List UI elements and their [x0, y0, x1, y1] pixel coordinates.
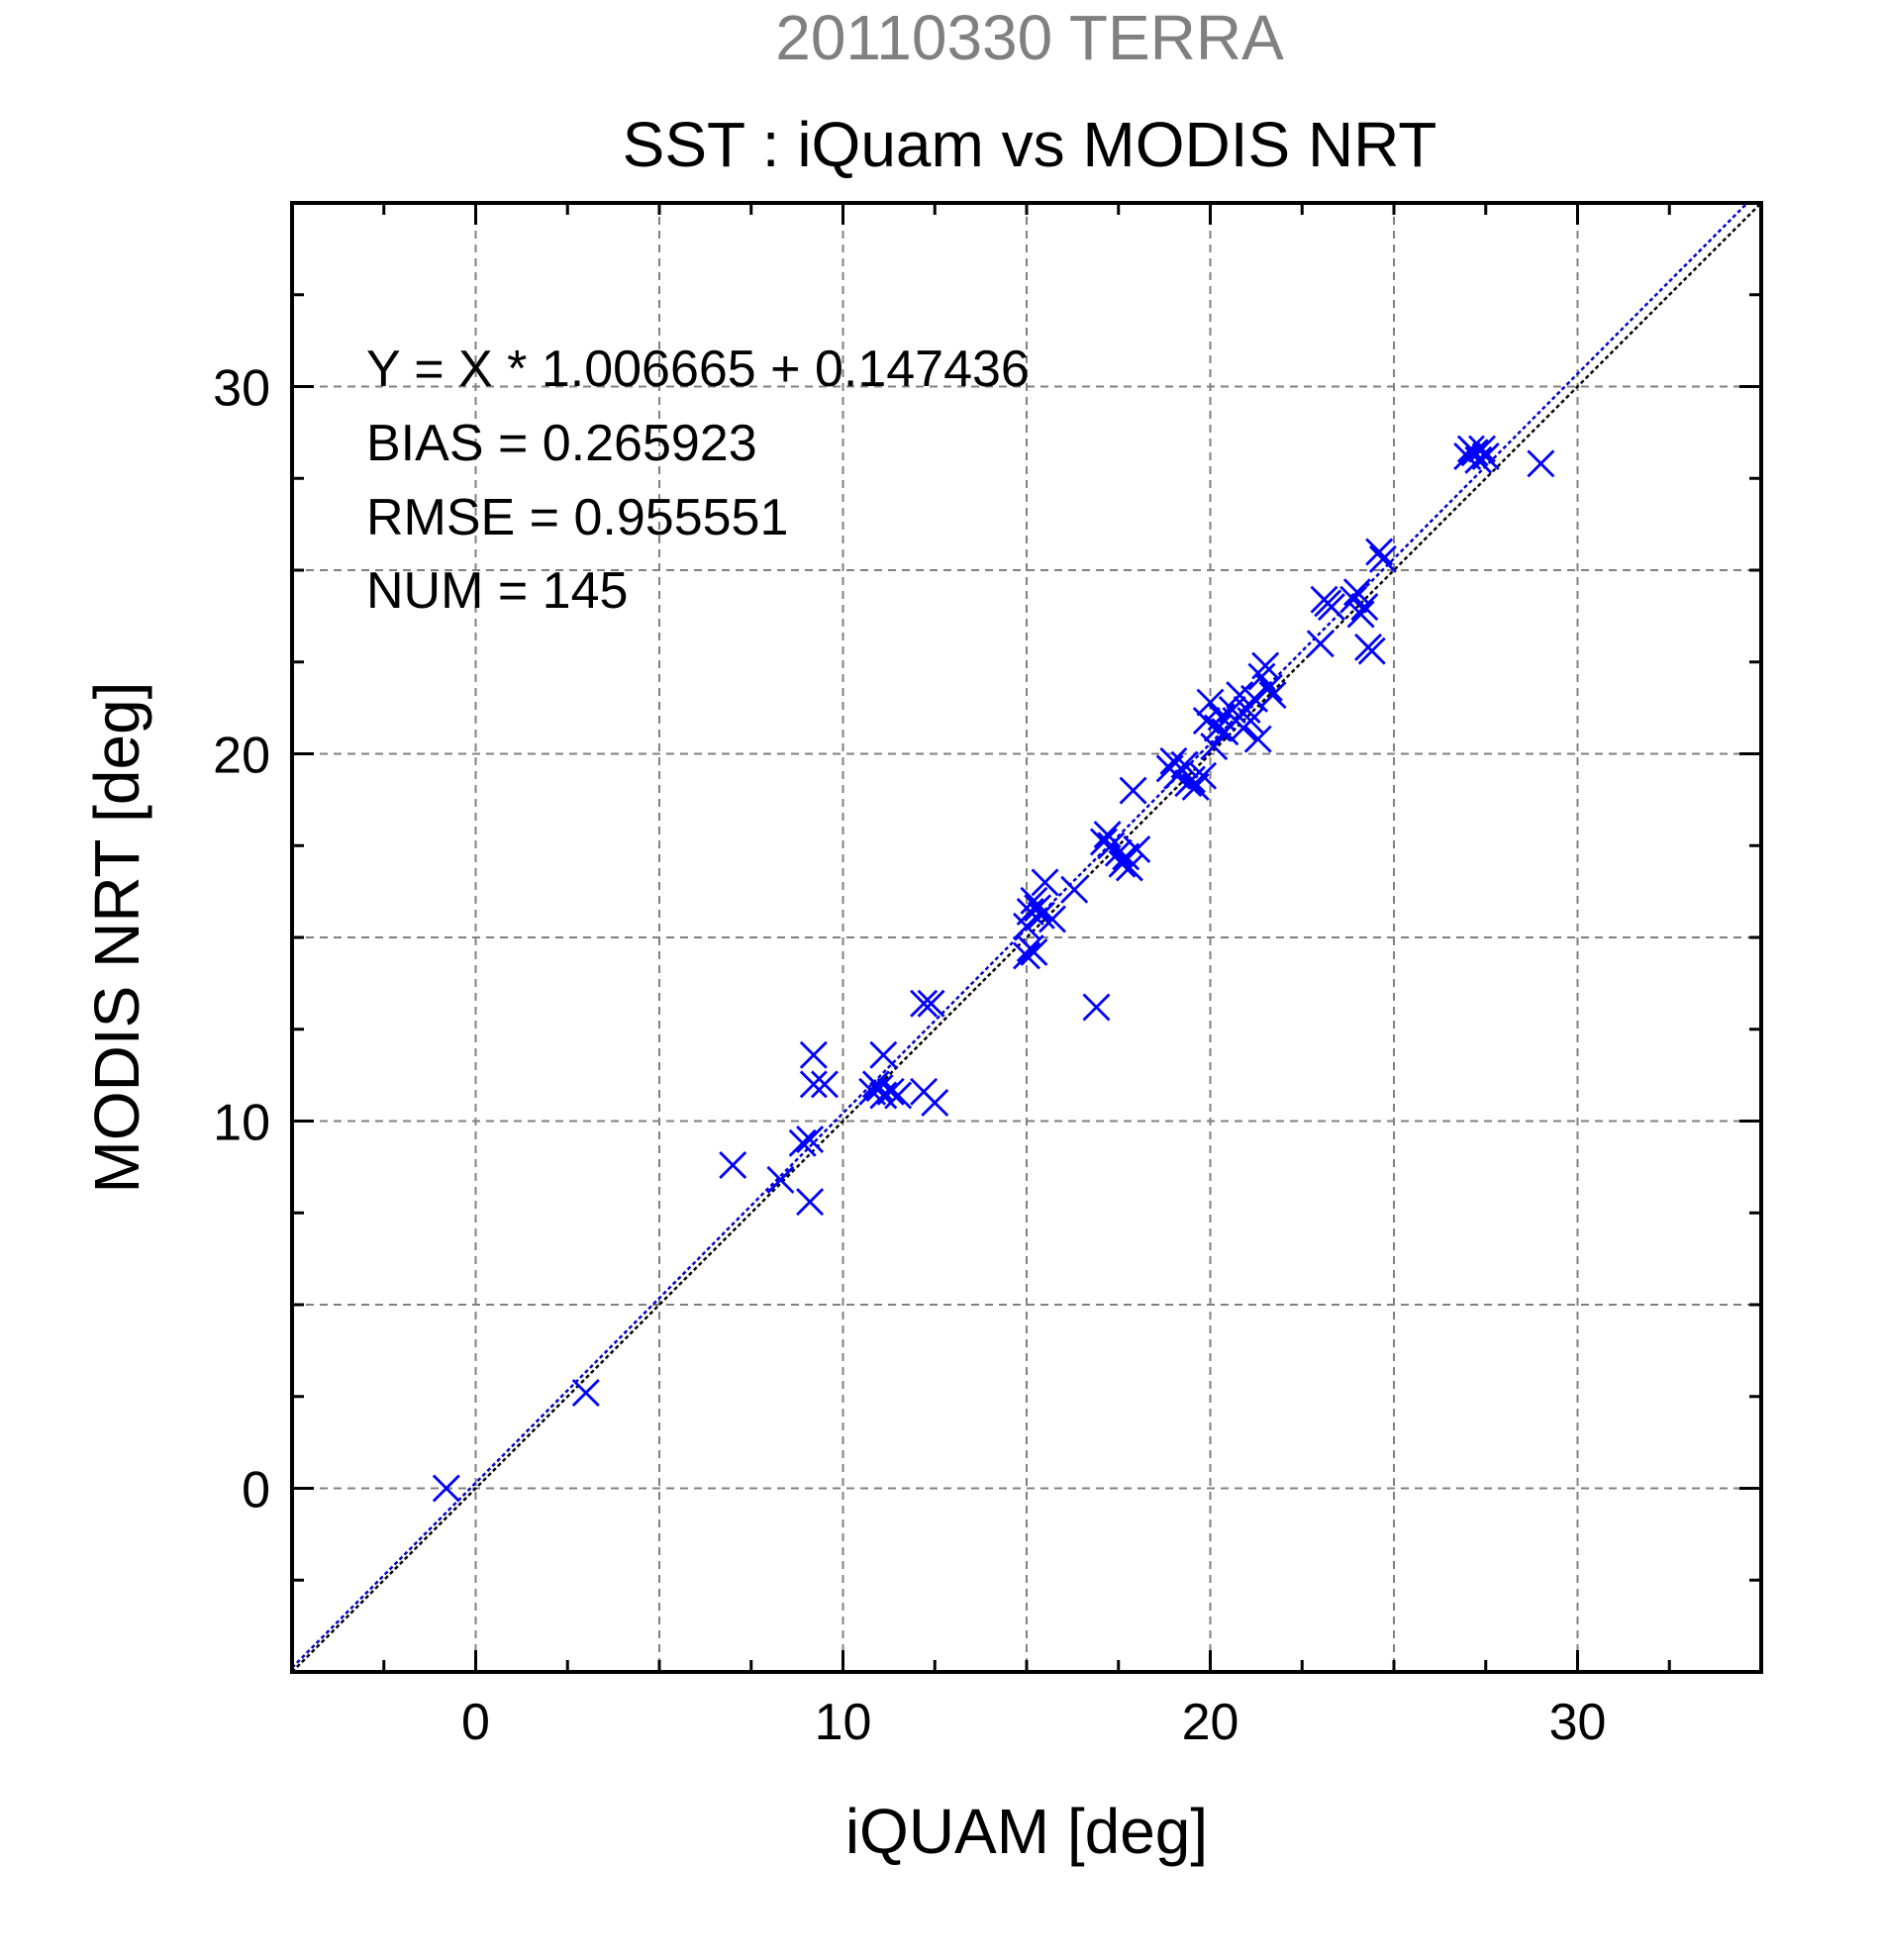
- data-point: [1024, 894, 1052, 923]
- bias-stat: BIAS = 0.265923: [366, 415, 757, 472]
- data-point: [869, 1040, 898, 1069]
- data-point: [1218, 695, 1246, 724]
- data-point: [1527, 449, 1555, 478]
- data-point: [810, 1070, 839, 1099]
- data-point: [1258, 681, 1287, 710]
- data-point: [1123, 834, 1151, 863]
- data-point: [1464, 445, 1493, 474]
- data-point: [796, 1188, 825, 1217]
- data-point: [1177, 765, 1206, 794]
- data-point: [1368, 544, 1397, 573]
- data-point: [766, 1165, 795, 1194]
- grid-lines: [292, 203, 1761, 1672]
- x-tick-label: 0: [461, 1694, 490, 1751]
- data-point: [719, 1151, 747, 1180]
- chart-title: 20110330 TERRA: [775, 2, 1284, 73]
- data-point: [1027, 901, 1055, 930]
- y-axis-label: MODIS NRT [deg]: [81, 682, 152, 1194]
- data-point: [571, 1379, 600, 1408]
- data-point: [1468, 435, 1497, 463]
- data-point: [1306, 630, 1335, 658]
- data-point: [1119, 776, 1147, 805]
- data-point: [1013, 941, 1040, 970]
- y-tick-label: 20: [213, 728, 270, 785]
- data-point: [921, 1088, 949, 1117]
- y-tick-label: 30: [213, 360, 270, 418]
- data-point: [1243, 725, 1272, 753]
- data-point: [1020, 937, 1048, 966]
- data-point: [910, 989, 939, 1018]
- stats-box: Y = X * 1.006665 + 0.147436 BIAS = 0.265…: [366, 341, 1030, 620]
- data-point: [1038, 905, 1066, 933]
- data-point: [1365, 538, 1394, 566]
- regression-lines: [291, 202, 1762, 1673]
- data-point: [1357, 637, 1386, 665]
- x-tick-label: 20: [1182, 1694, 1239, 1751]
- data-point: [799, 1070, 828, 1099]
- data-point: [876, 1077, 905, 1106]
- data-point: [1254, 673, 1283, 702]
- data-points: [432, 435, 1555, 1503]
- data-point: [1471, 442, 1500, 470]
- data-point: [788, 1128, 817, 1157]
- data-point: [1170, 750, 1199, 779]
- data-point: [917, 989, 945, 1018]
- plot-frame: [290, 201, 1763, 1674]
- data-point: [1317, 593, 1345, 622]
- y-tick-label: 10: [213, 1095, 270, 1152]
- data-point: [1082, 993, 1111, 1022]
- data-point: [1089, 828, 1118, 856]
- data-point: [869, 1081, 898, 1110]
- data-point: [796, 1126, 825, 1154]
- x-tick-label: 10: [815, 1694, 872, 1751]
- fit-line: [291, 202, 1748, 1669]
- x-tick-label: 30: [1549, 1694, 1607, 1751]
- data-point: [1031, 868, 1059, 897]
- data-point: [1346, 600, 1375, 629]
- data-point: [884, 1081, 913, 1110]
- data-point: [799, 1040, 828, 1069]
- data-point: [1460, 439, 1489, 467]
- data-point: [1196, 688, 1225, 717]
- data-point: [1060, 875, 1089, 904]
- data-point: [1240, 684, 1269, 713]
- data-point: [432, 1474, 460, 1503]
- rmse-stat: RMSE = 0.955551: [366, 489, 788, 546]
- data-point: [865, 1074, 894, 1103]
- data-point: [1104, 838, 1133, 867]
- data-point: [1203, 714, 1232, 742]
- data-point: [1350, 593, 1379, 622]
- data-point: [1115, 853, 1143, 882]
- data-point: [1200, 733, 1229, 761]
- data-point: [1016, 898, 1044, 927]
- x-axis-label: iQUAM [deg]: [845, 1796, 1208, 1867]
- data-point: [1093, 821, 1122, 849]
- chart-subtitle: SST : iQuam vs MODIS NRT: [623, 109, 1437, 180]
- y-tick-label: 0: [242, 1462, 270, 1519]
- tick-labels: 0 10 20 30 0 10 20 30: [213, 360, 1606, 1752]
- data-point: [1189, 761, 1218, 790]
- fit-equation: Y = X * 1.006665 + 0.147436: [366, 341, 1030, 398]
- num-stat: NUM = 145: [366, 562, 628, 620]
